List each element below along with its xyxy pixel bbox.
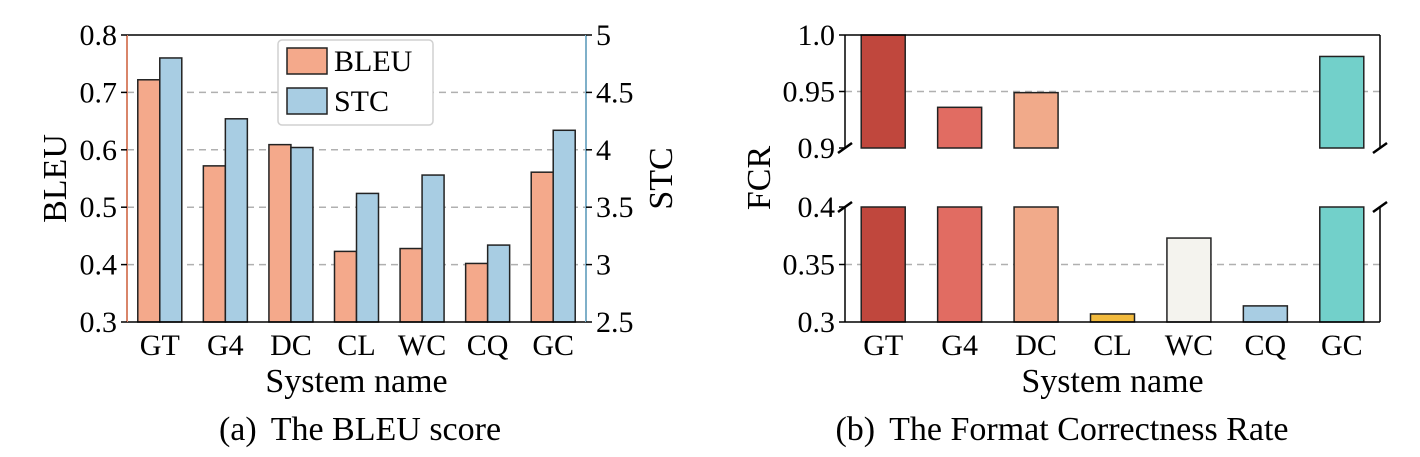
- legend-swatch-stc: [286, 87, 328, 115]
- bar-bleu-cl: [333, 250, 358, 323]
- bar-fcr-gt-lower: [860, 206, 906, 323]
- x-tick-label: DC: [270, 329, 312, 362]
- x-tick-label: CQ: [467, 329, 509, 362]
- x-tick-label: CL: [337, 329, 375, 362]
- bar-stc-gc: [552, 129, 576, 323]
- legend-label-stc: STC: [334, 85, 389, 118]
- caption-b: (b) The Format Correctness Rate: [835, 411, 1288, 448]
- bar-stc-dc: [290, 146, 314, 323]
- x-tick-label: G4: [941, 329, 978, 362]
- y2-tick-label: 5: [596, 19, 611, 52]
- y-tick-label: 0.5: [80, 191, 118, 224]
- legend-label-bleu: BLEU: [334, 45, 413, 78]
- x-tick-label: CL: [1093, 329, 1131, 362]
- bar-fcr-cq: [1242, 305, 1289, 323]
- y-tick-label: 0.3: [798, 306, 836, 339]
- y2-tick-label: 4: [596, 134, 611, 167]
- x-tick-label: WC: [1165, 329, 1213, 362]
- bar-bleu-dc: [268, 143, 292, 323]
- subcaption-label: (a): [219, 411, 257, 448]
- bar-fcr-g4-lower: [936, 206, 983, 323]
- y-tick-label: 0.9: [798, 132, 836, 165]
- y2-tick-label: 2.5: [596, 306, 634, 339]
- bar-bleu-g4: [202, 165, 227, 323]
- bar-fcr-gc-lower: [1319, 206, 1365, 323]
- y-tick-label: 0.4: [80, 249, 118, 282]
- bar-fcr-g4-upper: [936, 106, 983, 149]
- bar-fcr-dc-upper: [1013, 91, 1059, 149]
- x-tick-label: CQ: [1245, 329, 1287, 362]
- y-tick-label: 0.3: [80, 306, 118, 339]
- bar-stc-cl: [355, 192, 380, 323]
- y-axis-label: BLEU: [37, 134, 74, 223]
- y-tick-label: 0.95: [783, 76, 836, 109]
- bar-stc-wc: [421, 174, 445, 323]
- bar-bleu-gc: [530, 171, 554, 323]
- x-tick-label: GT: [140, 329, 180, 362]
- break-mark: [1372, 141, 1388, 155]
- x-axis-label: System name: [1021, 363, 1203, 400]
- y2-axis-label: STC: [643, 147, 680, 209]
- legend-swatch-bleu: [286, 47, 328, 75]
- x-tick-label: DC: [1015, 329, 1057, 362]
- caption-text: The Format Correctness Rate: [889, 411, 1288, 448]
- y-tick-label: 0.6: [80, 134, 118, 167]
- bar-stc-gt: [159, 57, 183, 323]
- legend-a: BLEU STC: [277, 39, 434, 126]
- break-mark: [1372, 200, 1388, 214]
- y2-tick-label: 3: [596, 249, 611, 282]
- bar-fcr-gt-upper: [860, 34, 906, 149]
- subcaption-label: (b): [835, 411, 875, 448]
- x-tick-label: G4: [207, 329, 244, 362]
- y-tick-label: 0.4: [798, 191, 836, 224]
- bar-bleu-gt: [137, 79, 161, 323]
- bar-fcr-wc: [1166, 237, 1212, 323]
- y2-tick-label: 4.5: [596, 76, 634, 109]
- y-tick-label: 0.7: [80, 76, 118, 109]
- x-tick-label: GC: [532, 329, 574, 362]
- bar-fcr-cl: [1089, 313, 1136, 323]
- y-axis-label: FCR: [741, 146, 778, 211]
- x-tick-label: GT: [863, 329, 903, 362]
- y2-tick-label: 3.5: [596, 191, 634, 224]
- bar-bleu-wc: [399, 247, 423, 323]
- x-tick-label: WC: [398, 329, 446, 362]
- y-tick-label: 0.8: [80, 19, 118, 52]
- bar-fcr-gc-upper: [1319, 55, 1365, 149]
- x-axis-label: System name: [265, 363, 447, 400]
- bar-fcr-dc-lower: [1013, 206, 1059, 323]
- x-tick-label: GC: [1321, 329, 1363, 362]
- caption-a: (a) The BLEU score: [219, 411, 501, 448]
- bar-bleu-cq: [464, 262, 489, 323]
- y-tick-label: 1.0: [798, 19, 836, 52]
- caption-text: The BLEU score: [271, 411, 501, 448]
- bar-stc-g4: [224, 118, 249, 323]
- y-tick-label: 0.35: [783, 249, 836, 282]
- bar-stc-cq: [486, 244, 511, 323]
